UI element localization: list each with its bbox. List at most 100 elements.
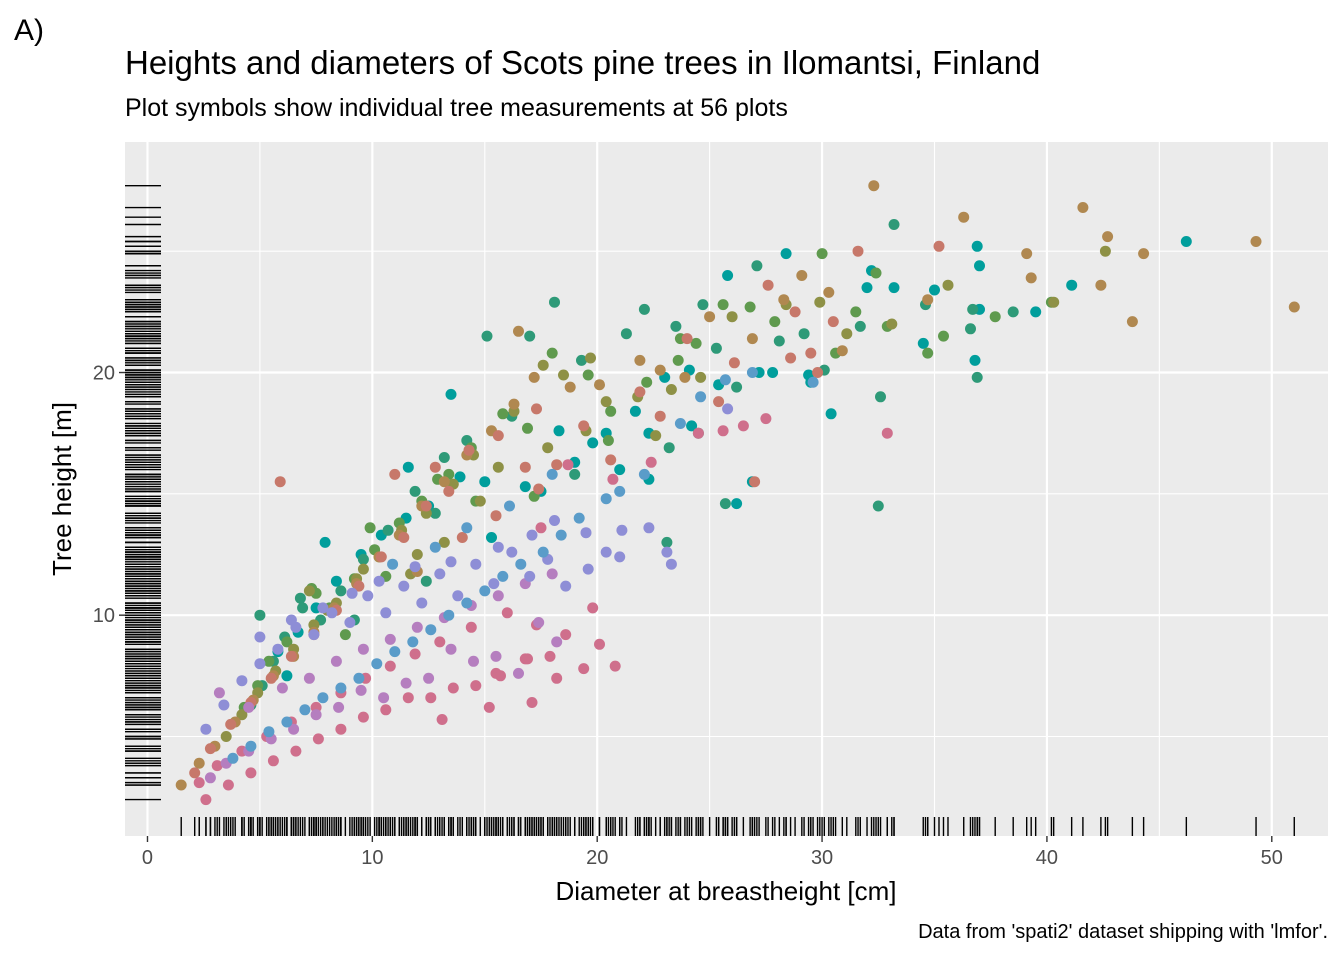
data-point	[492, 461, 504, 473]
data-point	[888, 282, 900, 294]
data-point	[587, 437, 599, 449]
data-point	[535, 522, 547, 534]
data-point	[474, 495, 486, 507]
data-point	[443, 609, 455, 621]
data-point	[193, 757, 205, 769]
data-point	[942, 279, 954, 291]
data-point	[713, 396, 725, 408]
y-axis-label: Tree height [m]	[47, 402, 77, 576]
data-point	[308, 629, 320, 641]
data-point	[816, 248, 828, 260]
data-point	[479, 585, 491, 597]
data-point	[486, 532, 497, 543]
data-point	[319, 536, 331, 548]
data-point	[549, 296, 560, 308]
data-point	[614, 485, 626, 497]
data-point	[674, 418, 686, 429]
data-point	[643, 522, 655, 534]
data-point	[425, 624, 437, 636]
data-point	[312, 733, 324, 745]
data-point	[573, 512, 585, 524]
data-point	[823, 286, 835, 298]
data-point	[576, 354, 587, 366]
data-point	[922, 347, 934, 359]
data-point	[605, 454, 617, 466]
data-point	[382, 524, 394, 536]
data-point	[852, 245, 864, 257]
data-point	[330, 655, 342, 667]
data-point	[497, 408, 509, 420]
data-point	[200, 794, 212, 806]
data-point	[492, 541, 504, 553]
data-point	[744, 301, 756, 313]
data-point	[638, 303, 650, 315]
x-tick-label: 40	[1036, 847, 1058, 869]
data-point	[560, 580, 572, 592]
data-point	[726, 311, 738, 323]
data-point	[490, 510, 502, 522]
data-point	[1180, 236, 1192, 247]
plot-panel	[125, 142, 1328, 836]
data-point	[585, 352, 596, 364]
data-point	[722, 403, 734, 415]
data-point	[814, 296, 826, 308]
data-point	[409, 648, 421, 660]
data-point	[917, 337, 929, 349]
data-point	[560, 629, 572, 641]
data-point	[958, 211, 970, 223]
data-point	[236, 709, 248, 721]
data-point	[654, 364, 666, 376]
data-point	[762, 279, 774, 291]
data-point	[850, 306, 862, 318]
data-point	[974, 260, 985, 272]
data-point	[317, 602, 329, 614]
data-point	[200, 723, 212, 735]
data-point	[438, 476, 450, 488]
data-point	[281, 716, 293, 728]
data-point	[492, 590, 504, 602]
data-point	[650, 430, 662, 442]
data-point	[423, 672, 435, 684]
data-point	[1077, 202, 1089, 213]
panel-tag: A)	[14, 14, 44, 47]
data-point	[569, 468, 581, 480]
data-point	[465, 621, 477, 633]
data-point	[690, 337, 702, 349]
minor-gridlines	[125, 142, 1328, 836]
data-point	[605, 405, 617, 417]
data-point	[1095, 279, 1107, 291]
data-point	[737, 420, 749, 432]
data-point	[387, 558, 399, 570]
data-point	[272, 643, 284, 655]
data-point	[841, 328, 853, 340]
data-point	[353, 580, 365, 592]
data-point	[836, 345, 848, 357]
data-point	[243, 701, 255, 713]
data-point	[357, 553, 369, 565]
data-point	[445, 388, 457, 400]
data-point	[670, 320, 682, 332]
data-point	[335, 585, 347, 597]
data-point	[1102, 231, 1114, 243]
x-tick-label: 10	[361, 847, 383, 869]
data-source-caption: Data from 'spati2' dataset shipping with…	[918, 921, 1328, 943]
data-point	[211, 760, 223, 772]
data-point	[436, 714, 448, 725]
data-point	[468, 655, 479, 667]
data-point	[175, 779, 187, 791]
data-point	[409, 561, 421, 573]
x-axis-label: Diameter at breastheight [cm]	[555, 876, 896, 906]
data-point	[335, 682, 347, 694]
data-point	[355, 684, 367, 696]
data-point	[760, 413, 772, 425]
data-point	[384, 633, 396, 645]
data-point	[933, 240, 945, 252]
data-point	[297, 602, 309, 614]
data-point	[353, 672, 365, 684]
data-point	[697, 299, 709, 311]
data-point	[785, 352, 797, 364]
data-point	[798, 328, 810, 340]
data-point	[364, 522, 376, 534]
data-point	[461, 597, 473, 609]
data-point	[357, 643, 369, 655]
